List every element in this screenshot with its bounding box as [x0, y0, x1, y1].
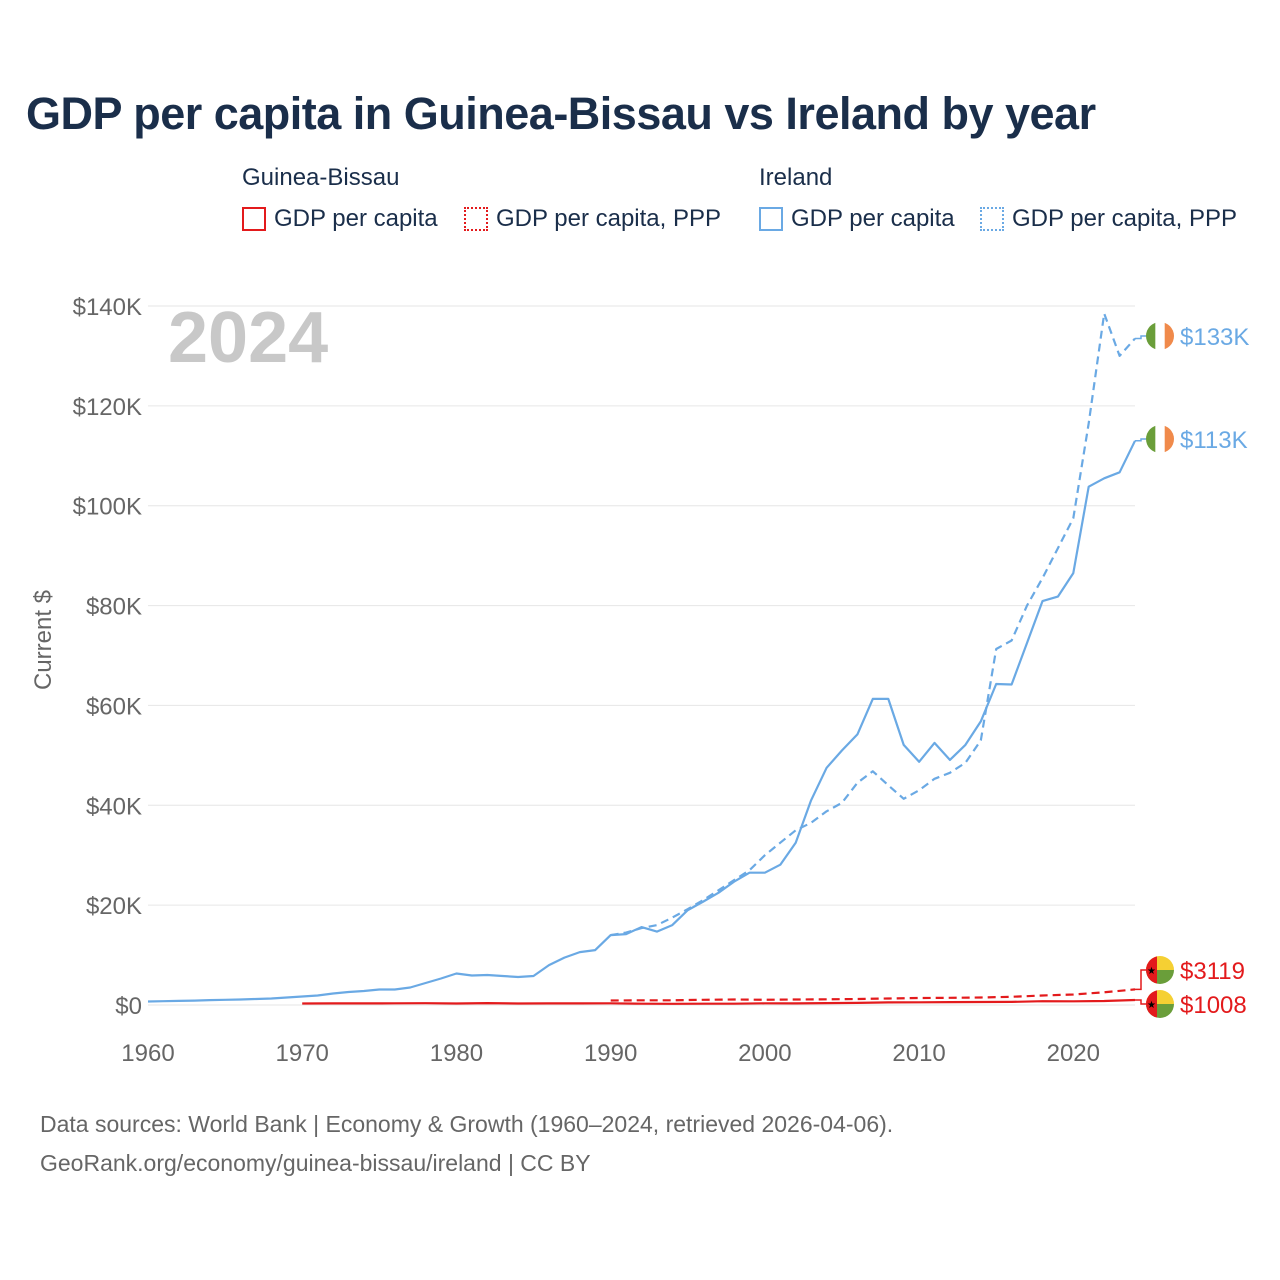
series-lines	[147, 312, 1136, 1005]
ireland-flag-icon	[1146, 322, 1174, 350]
legend-label: GDP per capita, PPP	[1012, 205, 1237, 232]
y-tick-label: $20K	[86, 893, 142, 920]
legend-swatch-solid-red	[242, 207, 266, 231]
series-line-guinea-bissau-gdp-per-capita-ppp[interactable]	[610, 988, 1136, 1002]
legend-label: GDP per capita	[791, 205, 955, 232]
guinea-bissau-flag-icon: ★	[1146, 956, 1174, 984]
legend-item-ie-gdp-ppp[interactable]: GDP per capita, PPP	[980, 205, 1237, 233]
end-connector	[1135, 969, 1146, 991]
legend-item-gb-gdp[interactable]: GDP per capita	[242, 205, 438, 233]
x-tick-label: 2010	[892, 1040, 945, 1067]
legend-label: GDP per capita	[274, 205, 438, 232]
chart-title: GDP per capita in Guinea-Bissau vs Irela…	[26, 88, 1096, 139]
y-tick-label: $60K	[86, 693, 142, 720]
gridlines	[148, 305, 1135, 1006]
svg-text:★: ★	[1147, 966, 1156, 977]
y-axis-ticks: $0 $20K $40K $60K $80K $100K $120K $140K	[73, 294, 142, 1020]
y-tick-label: $0	[115, 993, 142, 1020]
series-line-ireland-gdp-per-capita-ppp[interactable]	[610, 312, 1136, 937]
guinea-bissau-flag-icon: ★	[1146, 990, 1174, 1018]
end-value-label: $1008	[1180, 992, 1247, 1019]
end-value-label: $113K	[1180, 427, 1248, 454]
x-axis-ticks: 1960 1970 1980 1990 2000 2010 2020	[121, 1040, 1100, 1067]
end-connector	[1135, 438, 1146, 442]
series-end-markers: $113K $133K ★ $1008 ★ $3119	[1135, 322, 1249, 1019]
x-tick-label: 2020	[1047, 1040, 1100, 1067]
x-tick-label: 1980	[430, 1040, 483, 1067]
end-connector	[1135, 999, 1146, 1005]
y-tick-label: $140K	[73, 294, 142, 321]
legend-group-guinea-bissau: Guinea-Bissau	[242, 164, 400, 191]
year-badge: 2024	[168, 298, 328, 378]
end-value-label: $133K	[1180, 324, 1249, 351]
footer-site[interactable]: GeoRank.org/economy/guinea-bissau/irelan…	[40, 1150, 591, 1176]
legend-swatch-dotted-blue	[980, 207, 1004, 231]
y-tick-label: $120K	[73, 394, 142, 421]
x-tick-label: 1960	[121, 1040, 174, 1067]
ireland-flag-icon	[1146, 425, 1174, 453]
y-tick-label: $80K	[86, 594, 142, 621]
legend-item-ie-gdp[interactable]: GDP per capita	[759, 205, 955, 233]
x-tick-label: 1990	[584, 1040, 637, 1067]
x-tick-label: 1970	[276, 1040, 329, 1067]
series-line-ireland-gdp-per-capita[interactable]	[147, 440, 1136, 1003]
y-tick-label: $40K	[86, 793, 142, 820]
legend-swatch-dotted-red	[464, 207, 488, 231]
end-connector	[1135, 335, 1146, 340]
legend-item-gb-gdp-ppp[interactable]: GDP per capita, PPP	[464, 205, 721, 233]
legend-label: GDP per capita, PPP	[496, 205, 721, 232]
y-tick-label: $100K	[73, 494, 142, 521]
x-tick-label: 2000	[738, 1040, 791, 1067]
footer: Data sources: World Bank | Economy & Gro…	[40, 1105, 893, 1183]
legend-group-ireland: Ireland	[759, 164, 833, 191]
footer-sources: Data sources: World Bank | Economy & Gro…	[40, 1111, 894, 1137]
legend-swatch-solid-blue	[759, 207, 783, 231]
y-axis-label: Current $	[30, 590, 57, 690]
series-line-guinea-bissau-gdp-per-capita[interactable]	[302, 998, 1136, 1005]
svg-text:★: ★	[1147, 1000, 1156, 1011]
line-chart: $0$20K$40K$60K$80K$100K$120K$140K 1960 19…	[30, 294, 1249, 1067]
end-value-label: $3119	[1180, 958, 1245, 985]
